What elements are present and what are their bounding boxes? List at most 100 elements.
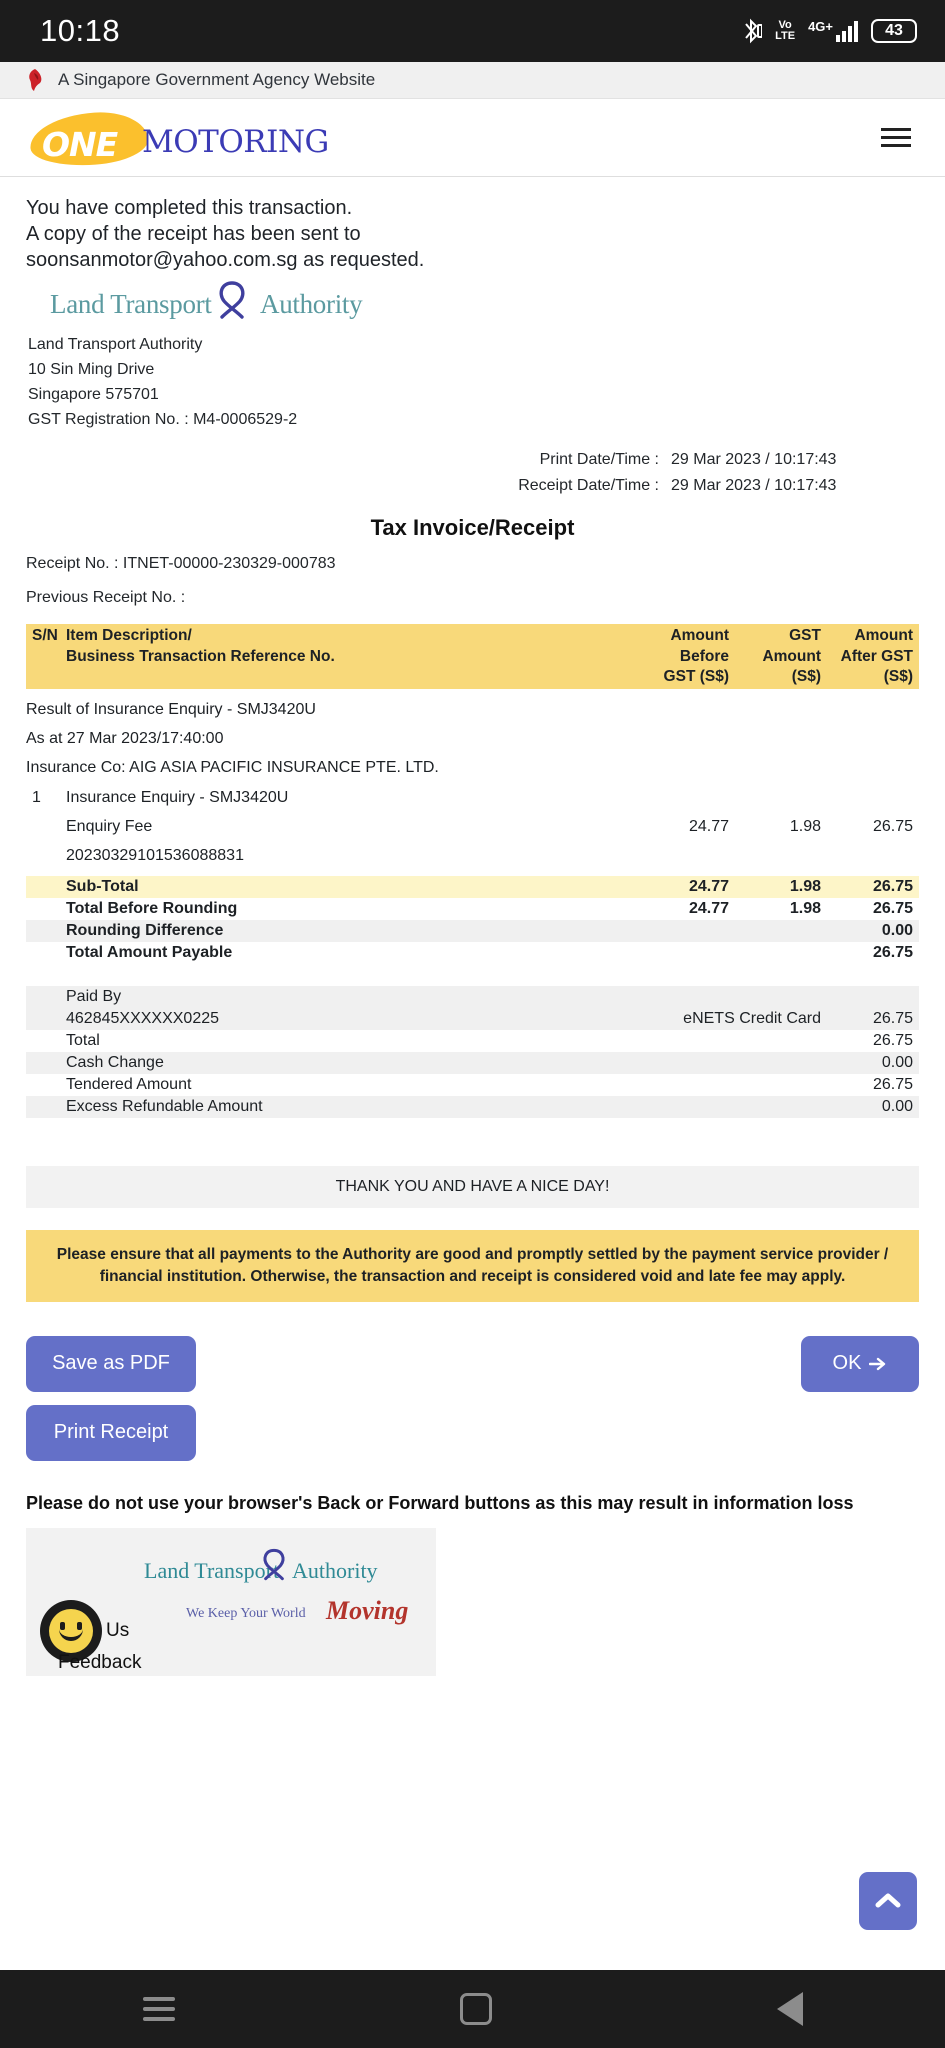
government-banner-text: A Singapore Government Agency Website [58, 70, 376, 89]
subtotal-gst: 1.98 [729, 876, 821, 899]
table-row: 20230329101536088831 [26, 841, 919, 876]
battery-indicator: 43 [871, 19, 917, 43]
bluetooth-icon [742, 18, 763, 44]
action-buttons: Save as PDF Print Receipt OK [26, 1335, 919, 1486]
table-row: Total 26.75 [26, 1030, 919, 1053]
date-block: Print Date/Time : 29 Mar 2023 / 10:17:43… [26, 447, 919, 499]
table-row: Insurance Co: AIG ASIA PACIFIC INSURANCE… [26, 753, 919, 782]
recent-apps-icon[interactable] [142, 1997, 175, 2021]
insurance-company-line: Insurance Co: AIG ASIA PACIFIC INSURANCE… [26, 759, 439, 777]
header-amt-before-l1: Amount [670, 627, 729, 645]
status-bar-icons: Vo LTE 4G+ 43 [742, 18, 917, 44]
header-amt-before-l3: GST (S$) [663, 667, 729, 685]
lta-logo-text-2: Authority [260, 289, 363, 319]
footer-lta-logo: Land Transport Authority [144, 1548, 414, 1592]
invoice-table: S/N Item Description/ Business Transacti… [26, 624, 919, 1119]
card-number: 462845XXXXXX0225 [66, 1008, 621, 1031]
subtotal-after: 26.75 [821, 876, 919, 899]
cash-change-label: Cash Change [66, 1052, 621, 1075]
cash-change-value: 0.00 [821, 1052, 919, 1075]
header-description: Item Description/ Business Transaction R… [66, 624, 621, 689]
total-before-rounding-label: Total Before Rounding [66, 898, 621, 921]
table-row: 1 Insurance Enquiry - SMJ3420U [26, 783, 919, 812]
total-amount-payable-label: Total Amount Payable [66, 942, 621, 965]
previous-receipt-no: Previous Receipt No. : [26, 588, 186, 606]
network-type-label: 4G+ [808, 18, 833, 34]
line-item-title: Insurance Enquiry - SMJ3420U [66, 788, 289, 806]
payment-amount: 26.75 [821, 1008, 919, 1031]
chevron-up-icon [875, 1893, 901, 1908]
android-status-bar: 10:18 Vo LTE 4G+ 43 [0, 0, 945, 62]
receipt-no: Receipt No. : ITNET-00000-230329-000783 [26, 554, 336, 572]
back-icon[interactable] [776, 1992, 803, 2026]
header-description-line1: Item Description/ [66, 627, 192, 645]
logo-text-motoring: MOTORING [142, 123, 329, 160]
payment-total-value: 26.75 [821, 1030, 919, 1053]
excess-refundable-label: Excess Refundable Amount [66, 1096, 621, 1119]
smiley-face-icon[interactable] [40, 1599, 102, 1662]
table-row: Total Amount Payable 26.75 [26, 942, 919, 965]
header-gst-amount: GST Amount (S$) [729, 624, 821, 689]
page-title: Tax Invoice/Receipt [370, 514, 575, 540]
receipt-date-value: 29 Mar 2023 / 10:17:43 [671, 476, 837, 494]
tendered-amount-label: Tendered Amount [66, 1074, 621, 1097]
volte-icon: Vo LTE [775, 20, 795, 42]
home-icon[interactable] [459, 1993, 492, 2025]
gst-registration-no: GST Registration No. : M4-0006529-2 [28, 410, 298, 428]
receipt-date-row: Receipt Date/Time : 29 Mar 2023 / 10:17:… [26, 473, 919, 499]
header-sn: S/N [26, 624, 66, 689]
site-header: ONE MOTORING [0, 99, 945, 177]
address-line-1: Land Transport Authority [28, 336, 203, 353]
paid-by-label: Paid By [66, 986, 621, 1009]
line-item-reference: 20230329101536088831 [66, 847, 244, 865]
enquiry-asat-line: As at 27 Mar 2023/17:40:00 [26, 730, 224, 748]
header-amt-after-l2: After GST [840, 647, 913, 665]
volte-bottom: LTE [775, 30, 796, 42]
footer-lta-text-2: Authority [292, 1557, 378, 1583]
header-amt-after-l3: (S$) [883, 667, 913, 685]
logo-text-one: ONE [42, 124, 118, 164]
print-date-label: Print Date/Time : [539, 450, 659, 468]
table-spacer [26, 964, 919, 987]
total-before-rounding-after: 26.75 [821, 898, 919, 921]
android-nav-bar [0, 1970, 945, 2048]
print-date-row: Print Date/Time : 29 Mar 2023 / 10:17:43 [26, 447, 919, 473]
subtotal-before: 24.77 [621, 876, 729, 899]
confirmation-line-2: A copy of the receipt has been sent to [26, 223, 361, 245]
table-row: Enquiry Fee 24.77 1.98 26.75 [26, 812, 919, 841]
scroll-to-top-button[interactable] [859, 1872, 917, 1930]
header-amt-before-l2: Before [679, 647, 729, 665]
enquiry-result-line: Result of Insurance Enquiry - SMJ3420U [26, 700, 316, 718]
table-row: Excess Refundable Amount 0.00 [26, 1096, 919, 1119]
site-footer: Land Transport Authority We Keep Your Wo… [26, 1527, 436, 1676]
excess-refundable-value: 0.00 [821, 1096, 919, 1119]
lta-logo-text-1: Land Transport [50, 289, 212, 319]
government-banner[interactable]: A Singapore Government Agency Website [0, 62, 945, 99]
browser-warning-text: Please do not use your browser's Back or… [26, 1492, 854, 1513]
tendered-amount-value: 26.75 [821, 1074, 919, 1097]
signal-bars-icon [836, 20, 858, 42]
table-row: Cash Change 0.00 [26, 1052, 919, 1075]
lta-ribbon-icon [219, 281, 245, 319]
address-line-3: Singapore 575701 [28, 385, 159, 403]
header-amt-after-l1: Amount [854, 627, 913, 645]
feedback-us-label: Us [106, 1619, 130, 1641]
hamburger-menu-icon[interactable] [875, 122, 917, 153]
print-receipt-button[interactable]: Print Receipt [26, 1404, 196, 1461]
table-row: Sub-Total 24.77 1.98 26.75 [26, 876, 919, 899]
onemotoring-logo[interactable]: ONE MOTORING [28, 107, 329, 169]
feedback-widget[interactable]: Us Feedback [40, 1599, 141, 1673]
rounding-difference-value: 0.00 [821, 920, 919, 943]
save-as-pdf-button[interactable]: Save as PDF [26, 1335, 196, 1392]
total-amount-payable-value: 26.75 [821, 942, 919, 965]
table-row: Rounding Difference 0.00 [26, 920, 919, 943]
header-gst-l2: Amount [762, 647, 821, 665]
rounding-difference-label: Rounding Difference [66, 920, 621, 943]
header-gst-l3: (S$) [791, 667, 821, 685]
ok-button[interactable]: OK [801, 1335, 919, 1392]
address-line-2: 10 Sin Ming Drive [28, 360, 155, 378]
table-row: 462845XXXXXX0225 eNETS Credit Card 26.75 [26, 1008, 919, 1031]
header-amount-after-gst: Amount After GST (S$) [821, 624, 919, 689]
total-before-rounding-before: 24.77 [621, 898, 729, 921]
